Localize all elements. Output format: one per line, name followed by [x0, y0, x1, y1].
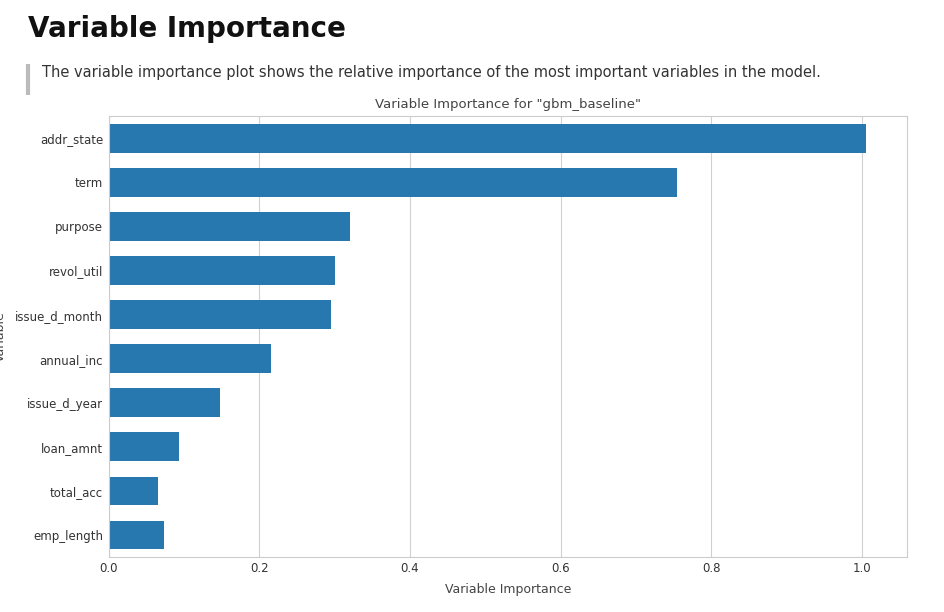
Bar	[109, 168, 677, 196]
Text: Variable Importance: Variable Importance	[28, 15, 346, 43]
Title: Variable Importance for "gbm_baseline": Variable Importance for "gbm_baseline"	[375, 98, 640, 111]
Bar	[109, 124, 865, 152]
Bar	[109, 433, 178, 461]
Y-axis label: Variable: Variable	[0, 312, 7, 362]
Bar	[109, 345, 270, 373]
X-axis label: Variable Importance: Variable Importance	[445, 583, 570, 596]
Bar	[109, 521, 163, 549]
Text: The variable importance plot shows the relative importance of the most important: The variable importance plot shows the r…	[42, 65, 819, 81]
Bar	[109, 300, 330, 329]
Bar	[109, 389, 220, 417]
Bar	[109, 212, 349, 241]
Bar	[109, 477, 158, 505]
Bar	[109, 256, 334, 285]
